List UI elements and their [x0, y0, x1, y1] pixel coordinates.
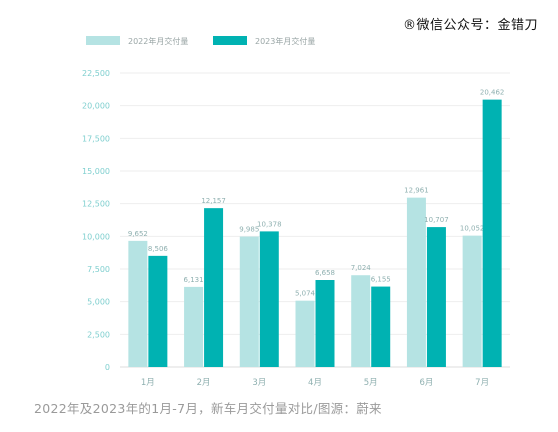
chart-caption: 2022年及2023年的1月-7月，新车月交付量对比/图源：蔚来: [34, 398, 382, 417]
x-tick-label: 6月: [419, 378, 433, 388]
data-label-1-5: 7,024: [351, 264, 372, 272]
x-tick-label: 7月: [475, 378, 489, 388]
y-tick-label: 2,500: [87, 330, 110, 339]
caption-text: 2022年及2023年的1月-7月，新车月交付量对比/图源：蔚来: [34, 401, 382, 416]
data-label-2-5: 6,155: [371, 276, 391, 284]
data-label-1-1: 9,652: [128, 230, 148, 238]
x-tick-label: 5月: [364, 378, 378, 388]
bar-2-6: [426, 227, 446, 367]
y-tick-label: 5,000: [87, 298, 110, 307]
watermark: ®微信公众号：金错刀: [403, 14, 538, 33]
bar-2-4: [315, 280, 335, 367]
watermark-text: ®微信公众号：金错刀: [402, 18, 538, 33]
data-label-2-7: 20,462: [480, 89, 505, 97]
bar-1-7: [462, 235, 482, 367]
bar-2-7: [482, 99, 502, 367]
bar-2-2: [204, 208, 224, 367]
data-label-1-3: 9,985: [239, 226, 259, 234]
y-tick-label: 12,500: [82, 200, 110, 209]
x-tick-label: 1月: [141, 378, 155, 388]
x-tick-label: 2月: [197, 378, 211, 388]
bar-chart: 2022年月交付量 2023年月交付量 0 2,500 5,000 7,500 10,00…: [82, 36, 510, 388]
bar-1-5: [351, 275, 371, 367]
y-axis: 0 2,500 5,000 7,500 10,000 12,500 15,000 17,500…: [82, 69, 110, 372]
bar-1-4: [295, 300, 315, 367]
legend: 2022年月交付量 2023年月交付量: [86, 36, 315, 46]
y-tick-label: 20,000: [82, 102, 110, 111]
data-label-2-6: 10,707: [424, 216, 449, 224]
y-tick-label: 15,000: [82, 167, 110, 176]
bar-1-2: [184, 286, 204, 367]
bar-2-5: [371, 286, 391, 367]
x-axis: 1月 2月 3月 4月 5月 6月 7月: [141, 378, 489, 388]
bar-2-3: [259, 231, 279, 367]
data-label-2-4: 6,658: [315, 269, 335, 277]
data-label-2-2: 12,157: [201, 197, 226, 205]
grid: [120, 72, 510, 368]
x-tick-label: 3月: [252, 378, 266, 388]
legend-swatch-1: [86, 36, 120, 45]
y-tick-label: 0: [105, 363, 110, 372]
legend-swatch-2: [213, 36, 247, 45]
bar-2-1: [148, 255, 168, 367]
bar-1-1: [128, 240, 148, 367]
y-tick-label: 17,500: [82, 134, 110, 143]
data-label-1-2: 6,131: [184, 276, 204, 284]
bar-1-3: [239, 236, 259, 367]
x-tick-label: 4月: [308, 378, 322, 388]
data-label-1-6: 12,961: [404, 187, 429, 195]
y-tick-label: 10,000: [82, 232, 110, 241]
y-tick-label: 22,500: [82, 69, 110, 78]
data-label-1-4: 5,074: [295, 290, 316, 298]
data-label-2-3: 10,378: [257, 220, 282, 228]
bar-1-6: [406, 197, 426, 367]
legend-label-2: 2023年月交付量: [255, 36, 315, 46]
data-label-2-1: 8,506: [148, 245, 169, 253]
data-label-1-7: 10,052: [460, 225, 485, 233]
legend-label-1: 2022年月交付量: [128, 36, 188, 46]
y-tick-label: 7,500: [87, 265, 110, 274]
